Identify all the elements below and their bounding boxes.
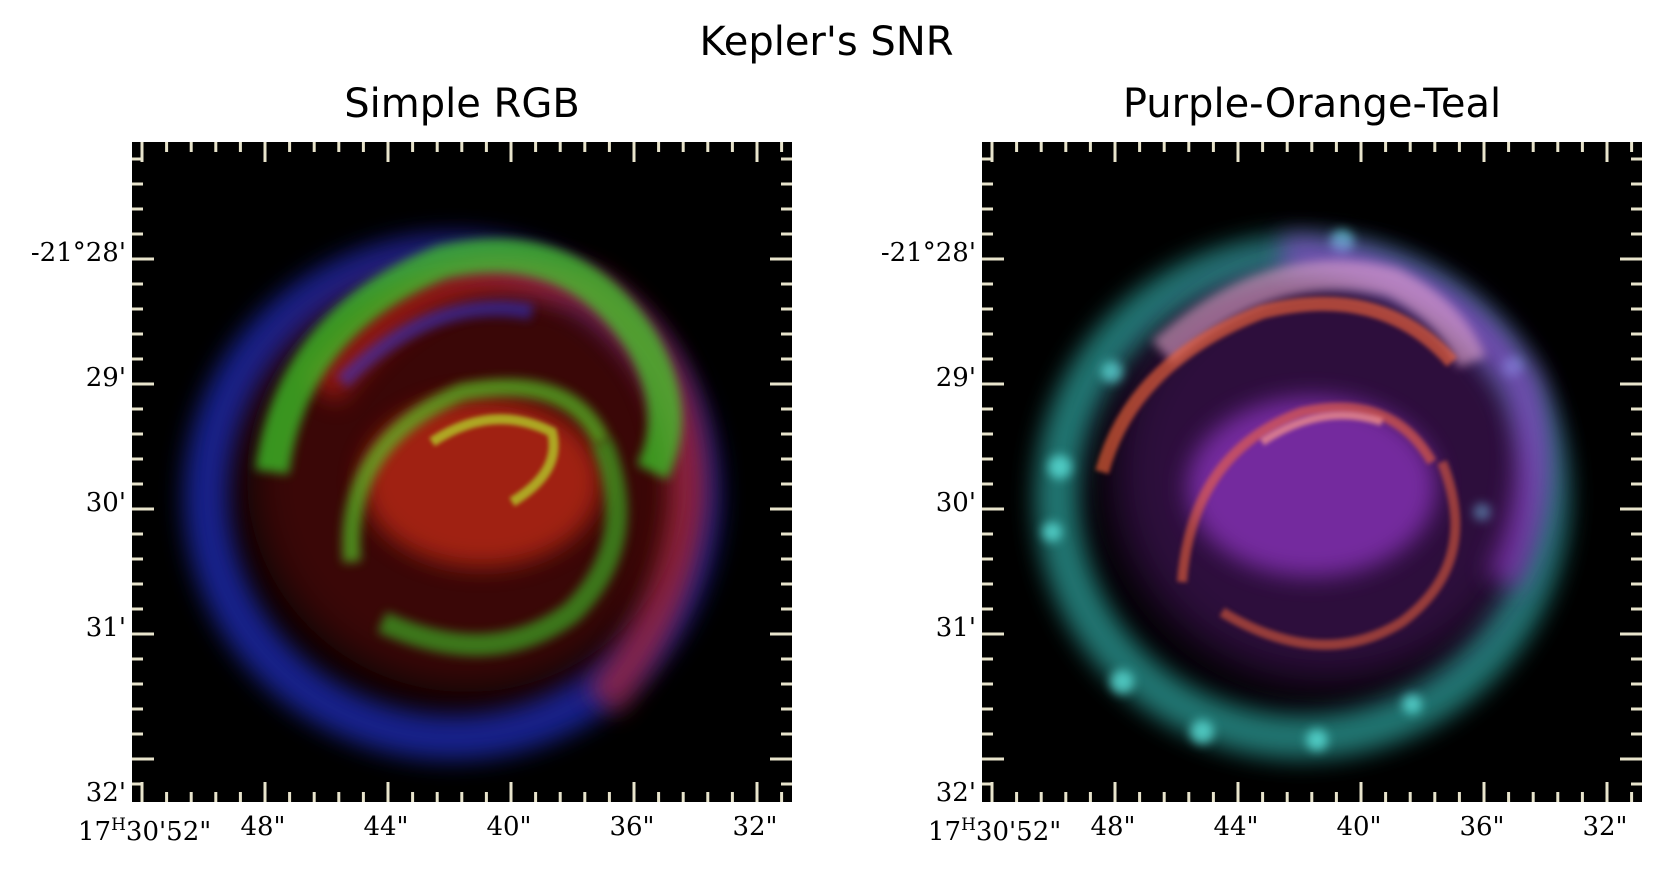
- ra-tick-label-right-4: 36": [1459, 812, 1505, 842]
- ra-first-label-right: 17H30'52": [928, 808, 1061, 849]
- ra-tick-label-left-4: 36": [609, 812, 655, 842]
- image-panel-purple-orange-teal: [982, 142, 1642, 802]
- ra-first-label-left: 17H30'52": [78, 808, 211, 849]
- dec-tick-label-left-4: 31': [85, 613, 126, 643]
- ra-tick-label-left-3: 40": [486, 812, 532, 842]
- panel-title-purple-orange-teal: Purple-Orange-Teal: [1122, 81, 1502, 127]
- dec-tick-label-left-5: 32': [85, 778, 126, 808]
- snr-image-rgb: [132, 142, 792, 802]
- ra-hours: 17: [78, 817, 112, 847]
- dec-tick-label-left-1: -21°28': [30, 238, 126, 268]
- ra-tick-label-right-1: 48": [1090, 812, 1136, 842]
- dec-tick-label-right-3: 30': [935, 488, 976, 518]
- ra-hour-unit: H: [111, 815, 126, 835]
- tick-frame: [982, 142, 1642, 802]
- panel-title-simple-rgb: Simple RGB: [344, 81, 580, 127]
- ra-tick-label-left-2: 44": [363, 812, 409, 842]
- ra-hour-unit: H: [961, 815, 976, 835]
- ra-tick-label-right-2: 44": [1213, 812, 1259, 842]
- ra-rest: 30'52": [125, 817, 212, 847]
- dec-tick-label-right-5: 32': [935, 778, 976, 808]
- dec-tick-label-right-2: 29': [935, 363, 976, 393]
- dec-tick-label-left-2: 29': [85, 363, 126, 393]
- snr-image-pot: [982, 142, 1642, 802]
- ra-tick-label-right-3: 40": [1336, 812, 1382, 842]
- ra-tick-label-right-5: 32": [1582, 812, 1628, 842]
- tick-frame: [132, 142, 792, 802]
- ra-hours: 17: [928, 817, 962, 847]
- figure-title: Kepler's SNR: [699, 19, 954, 65]
- ra-tick-label-left-5: 32": [732, 812, 778, 842]
- dec-tick-label-left-3: 30': [85, 488, 126, 518]
- dec-tick-label-right-4: 31': [935, 613, 976, 643]
- dec-tick-label-right-1: -21°28': [880, 238, 976, 268]
- ra-tick-label-left-1: 48": [240, 812, 286, 842]
- ra-rest: 30'52": [975, 817, 1062, 847]
- image-panel-simple-rgb: [132, 142, 792, 802]
